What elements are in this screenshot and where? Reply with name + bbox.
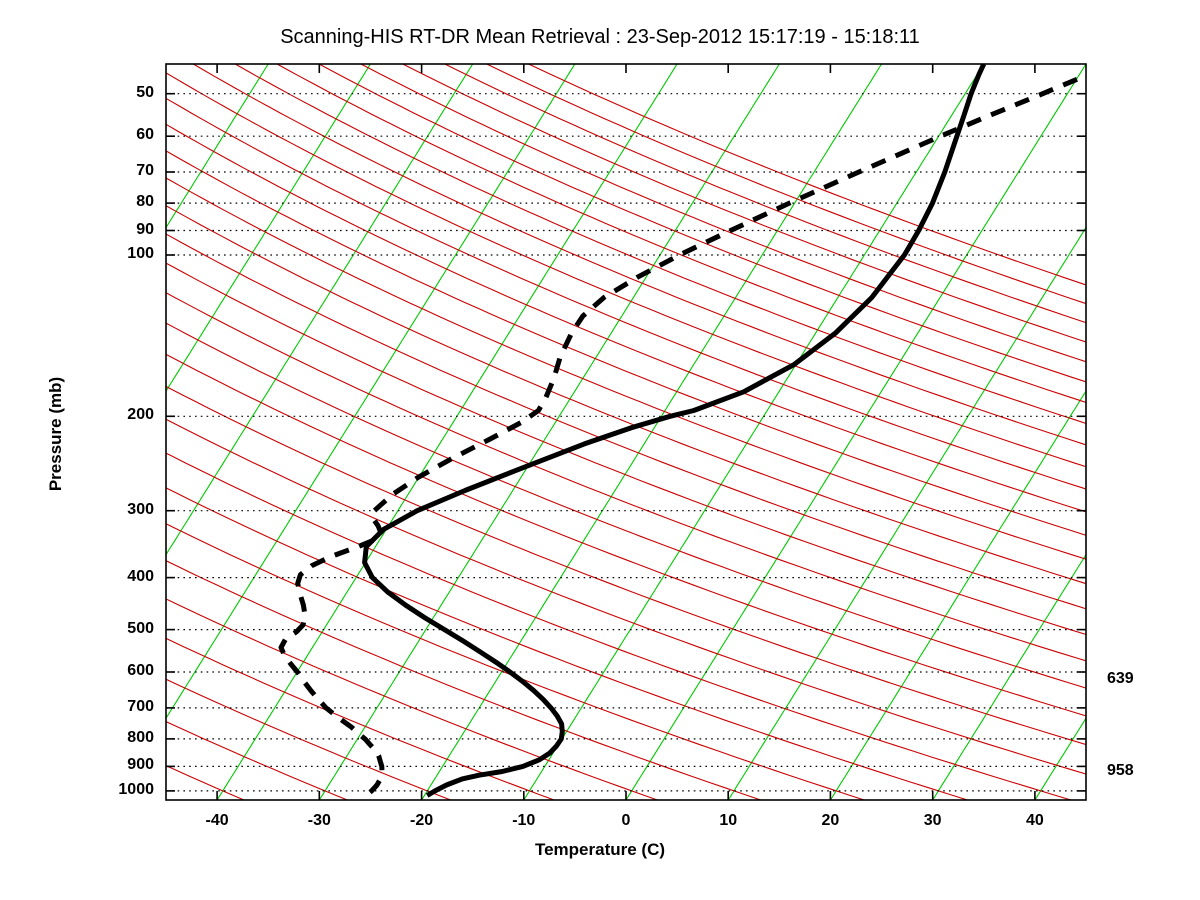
y-tick-label: 900 bbox=[127, 756, 154, 774]
y-tick-label: 60 bbox=[136, 126, 154, 144]
dry-adiabat bbox=[166, 598, 658, 800]
x-tick-label: -40 bbox=[205, 812, 229, 829]
isotherm bbox=[216, 64, 678, 800]
y-tick-label: 80 bbox=[136, 193, 154, 211]
right-annotation-upper: 639 bbox=[1107, 670, 1134, 687]
dry-adiabat bbox=[193, 64, 1086, 446]
dry-adiabat bbox=[402, 64, 1086, 343]
dry-adiabat bbox=[528, 64, 1086, 286]
sounding-profiles bbox=[278, 64, 1078, 798]
dewpoint-profile bbox=[278, 76, 1078, 798]
pressure-gridlines bbox=[166, 93, 1086, 792]
dry-adiabat bbox=[166, 322, 1086, 689]
y-tick-label: 700 bbox=[127, 697, 154, 715]
dry-adiabat bbox=[166, 452, 1072, 800]
isotherm bbox=[932, 553, 1086, 800]
dry-adiabat bbox=[486, 64, 1086, 305]
y-tick-label: 100 bbox=[127, 245, 154, 263]
y-tick-label: 70 bbox=[136, 162, 154, 180]
y-tick-label: 800 bbox=[127, 728, 154, 746]
isotherm bbox=[166, 64, 576, 720]
x-axis-title: Temperature (C) bbox=[534, 840, 666, 859]
isotherm bbox=[625, 64, 1086, 800]
x-tick-label: 20 bbox=[821, 812, 840, 829]
x-tick-label: 0 bbox=[621, 812, 631, 829]
dry-adiabat bbox=[166, 150, 1086, 536]
dry-adiabat bbox=[166, 205, 1086, 585]
isotherm bbox=[1034, 717, 1086, 800]
y-tick-label: 90 bbox=[136, 220, 154, 238]
dry-adiabat bbox=[166, 262, 1086, 636]
dry-adiabat bbox=[0, 64, 37, 800]
dry-adiabat bbox=[444, 64, 1086, 324]
right-annotation-lower: 958 bbox=[1107, 762, 1134, 779]
dry-adiabat bbox=[166, 72, 1086, 468]
x-tick-label: -10 bbox=[512, 812, 536, 829]
isotherm bbox=[829, 390, 1086, 800]
dry-adiabat bbox=[276, 64, 1086, 404]
dry-adiabat bbox=[166, 418, 1086, 775]
y-tick-label: 400 bbox=[127, 567, 154, 585]
y-tick-label: 200 bbox=[127, 406, 154, 424]
y-tick-label: 500 bbox=[127, 619, 154, 637]
dry-adiabat bbox=[360, 64, 1086, 363]
isotherm bbox=[166, 64, 269, 229]
dry-adiabat bbox=[166, 292, 1086, 662]
dry-adiabat bbox=[166, 487, 968, 800]
dry-adiabat bbox=[166, 97, 1086, 490]
dry-adiabat bbox=[166, 123, 1086, 513]
dry-adiabat bbox=[166, 560, 761, 800]
y-tick-label: 600 bbox=[127, 662, 154, 679]
y-tick-label: 300 bbox=[127, 500, 154, 518]
axis-ticks bbox=[166, 64, 1086, 800]
y-tick-label: 50 bbox=[136, 83, 154, 101]
isotherm bbox=[318, 64, 780, 800]
dry-adiabat bbox=[166, 177, 1086, 560]
x-tick-label: -20 bbox=[409, 812, 434, 829]
isotherm-lines bbox=[166, 64, 1200, 800]
isotherm bbox=[166, 64, 474, 556]
dry-adiabat bbox=[166, 385, 1086, 746]
isotherm bbox=[1137, 64, 1200, 800]
dry-adiabat bbox=[234, 64, 1086, 425]
isotherm bbox=[166, 64, 371, 393]
temperature-profile bbox=[362, 64, 987, 798]
isotherm bbox=[523, 64, 985, 800]
dry-adiabat bbox=[166, 353, 1086, 717]
dry-adiabat bbox=[166, 637, 555, 800]
x-tick-label: 30 bbox=[923, 812, 942, 829]
x-tick-label: 10 bbox=[719, 812, 738, 829]
dry-adiabat bbox=[166, 233, 1086, 610]
dry-adiabat-lines bbox=[0, 64, 1086, 800]
y-tick-label: 1000 bbox=[118, 780, 154, 798]
y-axis-title: Pressure (mb) bbox=[46, 376, 65, 492]
dry-adiabat bbox=[318, 64, 1086, 383]
x-tick-label: 40 bbox=[1025, 812, 1044, 829]
x-tick-label: -30 bbox=[307, 812, 331, 829]
isotherm bbox=[727, 226, 1086, 800]
chart-title: Scanning-HIS RT-DR Mean Retrieval : 23-S… bbox=[280, 26, 920, 48]
